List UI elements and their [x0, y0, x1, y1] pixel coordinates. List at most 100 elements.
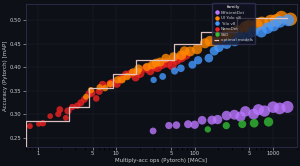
Point — [245, 36, 250, 38]
Point — [178, 67, 183, 70]
Point — [165, 61, 170, 64]
Point — [217, 46, 221, 49]
Point — [172, 70, 177, 72]
Point — [237, 35, 242, 38]
Point — [151, 79, 156, 81]
Point — [224, 32, 229, 35]
Point — [259, 31, 264, 33]
Point — [271, 24, 276, 27]
Point — [202, 42, 207, 45]
Point — [224, 43, 229, 45]
Point — [213, 40, 218, 43]
Point — [148, 70, 153, 72]
Point — [208, 40, 212, 42]
Point — [250, 30, 255, 33]
Point — [115, 83, 119, 85]
Point — [247, 25, 251, 27]
Point — [167, 124, 171, 127]
Point — [232, 113, 237, 116]
Point — [195, 48, 200, 50]
Point — [86, 93, 91, 95]
Point — [144, 67, 148, 70]
Point — [266, 121, 271, 123]
Point — [278, 20, 282, 23]
Point — [138, 72, 142, 75]
Point — [150, 64, 154, 66]
Point — [97, 90, 102, 93]
Point — [288, 18, 293, 21]
Point — [108, 83, 112, 85]
Point — [262, 110, 267, 112]
Point — [119, 78, 124, 80]
Point — [135, 70, 140, 73]
Point — [160, 75, 165, 78]
Point — [190, 63, 195, 66]
Point — [115, 79, 120, 81]
Point — [97, 86, 102, 89]
Point — [179, 54, 184, 57]
Point — [66, 110, 70, 112]
Point — [151, 130, 155, 132]
Point — [152, 65, 156, 68]
Point — [174, 59, 179, 61]
Point — [84, 95, 88, 98]
Point — [145, 66, 149, 68]
Point — [136, 67, 141, 70]
Point — [260, 22, 264, 24]
Point — [196, 59, 200, 62]
Point — [28, 125, 32, 127]
Point — [48, 115, 52, 118]
Point — [285, 106, 290, 108]
Point — [251, 113, 256, 115]
Point — [110, 82, 114, 84]
Point — [100, 83, 105, 86]
Point — [155, 66, 160, 69]
Point — [119, 78, 124, 81]
Point — [206, 57, 211, 59]
Point — [36, 123, 41, 125]
Point — [212, 50, 217, 52]
Point — [57, 108, 62, 111]
Point — [94, 97, 99, 100]
Point — [64, 117, 68, 119]
Point — [103, 87, 107, 89]
Point — [224, 124, 229, 127]
Point — [224, 114, 229, 117]
Point — [240, 123, 245, 125]
Point — [133, 76, 138, 79]
Point — [271, 106, 275, 108]
Point — [219, 37, 224, 39]
Point — [70, 106, 75, 108]
Point — [206, 128, 210, 131]
Point — [164, 57, 168, 59]
Point — [179, 56, 184, 59]
Point — [171, 56, 176, 58]
Point — [229, 34, 234, 37]
Point — [256, 108, 261, 111]
Point — [56, 113, 61, 115]
Point — [235, 30, 240, 32]
Y-axis label: Accuracy (Pytorch) [mAP]: Accuracy (Pytorch) [mAP] — [4, 40, 8, 111]
Point — [192, 123, 197, 126]
Point — [254, 24, 259, 27]
Point — [154, 62, 158, 64]
Point — [170, 64, 175, 67]
Point — [188, 50, 193, 53]
Point — [159, 63, 164, 66]
Point — [108, 82, 112, 85]
Point — [89, 92, 94, 94]
Point — [286, 19, 291, 22]
Point — [40, 122, 45, 125]
Point — [215, 118, 220, 121]
Point — [158, 61, 162, 63]
Point — [186, 123, 190, 125]
Point — [174, 124, 179, 126]
Point — [274, 19, 279, 22]
Point — [200, 119, 205, 122]
Point — [279, 16, 284, 19]
Point — [238, 115, 243, 118]
Point — [129, 72, 134, 75]
Point — [277, 107, 282, 110]
Point — [79, 101, 83, 104]
Point — [130, 71, 135, 74]
